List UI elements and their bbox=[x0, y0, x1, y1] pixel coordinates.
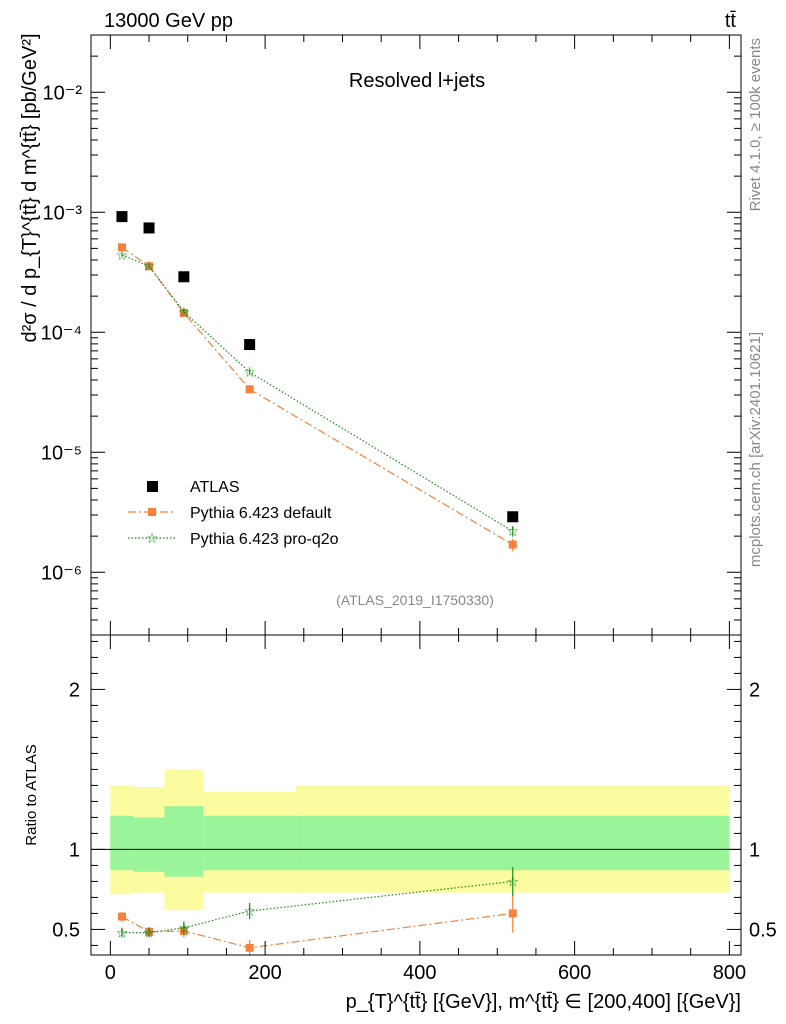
main-axis-ticks: 10⁻² 10⁻³ 10⁻⁴ 10⁻⁵ 10⁻⁶ bbox=[41, 34, 741, 636]
x-axis-label: p_{T}^{tt̄} [{GeV}], m^{tt̄} ∈ [200,400]… bbox=[346, 991, 741, 1013]
ratio-point-default bbox=[245, 943, 254, 952]
x-tick-label: 0 bbox=[105, 962, 116, 984]
main-series-line-default bbox=[121, 246, 514, 546]
analysis-watermark: (ATLAS_2019_I1750330) bbox=[336, 592, 494, 608]
x-tick-label: 200 bbox=[248, 962, 281, 984]
main-series-line-proq2o bbox=[121, 254, 514, 532]
main-point-proq2o: ☆ bbox=[178, 304, 191, 320]
uncertainty-band-inner bbox=[203, 815, 297, 871]
uncertainty-band-inner bbox=[296, 815, 730, 871]
ratio-y-axis-label: Ratio to ATLAS bbox=[23, 744, 40, 845]
ratio-y-tick-label-left: 2 bbox=[69, 679, 80, 701]
atlas-data-point bbox=[143, 222, 155, 234]
x-tick-label: 800 bbox=[713, 962, 746, 984]
legend-label-proq2o: Pythia 6.423 pro-q2o bbox=[190, 531, 339, 548]
legend-label-atlas: ATLAS bbox=[190, 479, 240, 496]
ratio-y-tick-label-left: 0.5 bbox=[52, 919, 80, 941]
main-panel: ☆ ☆ ☆ ☆ ☆ 10⁻² 10⁻³ 10⁻⁴ 10⁻⁵ 10⁻⁶ Resolved l+je… bbox=[19, 33, 742, 636]
main-plot-area: ☆ ☆ ☆ ☆ ☆ bbox=[116, 211, 519, 552]
main-y-tick-label: 10⁻² bbox=[43, 82, 83, 104]
main-y-tick-label: 10⁻⁴ bbox=[41, 322, 82, 344]
main-point-proq2o: ☆ bbox=[143, 258, 156, 274]
ratio-y-tick-label-right: 0.5 bbox=[749, 919, 777, 941]
main-point-proq2o: ☆ bbox=[116, 247, 129, 263]
atlas-data-point bbox=[507, 511, 519, 523]
atlas-data-point bbox=[244, 339, 256, 351]
ratio-point-default bbox=[508, 909, 517, 918]
ratio-point-proq2o: ☆ bbox=[506, 873, 519, 889]
ratio-point-proq2o: ☆ bbox=[243, 903, 256, 919]
atlas-data-point bbox=[178, 271, 190, 283]
main-point-default bbox=[117, 243, 126, 252]
ratio-axis-ticks: 0.5 0.5 1 1 2 2 0 200 400 600 800 bbox=[52, 635, 777, 984]
ratio-y-tick-label-left: 1 bbox=[69, 839, 80, 861]
x-tick-label: 600 bbox=[558, 962, 591, 984]
ratio-frame bbox=[90, 634, 742, 956]
main-y-axis-label: d²σ / d p_{T}^{tt̄} d m^{tt̄} [pb/GeV²] bbox=[19, 33, 41, 342]
main-y-tick-label: 10⁻⁶ bbox=[41, 562, 82, 584]
main-frame bbox=[90, 34, 742, 636]
header-energy-label: 13000 GeV pp bbox=[104, 10, 233, 32]
main-y-tick-label: 10⁻³ bbox=[43, 202, 83, 224]
x-tick-label: 400 bbox=[403, 962, 436, 984]
ratio-plot-area: ☆ ☆ ☆ ☆ ☆ bbox=[91, 769, 741, 956]
ratio-panel: ☆ ☆ ☆ ☆ ☆ 0.5 0.5 1 1 2 2 0 200 400 600 800 Ratio to A… bbox=[23, 634, 777, 1013]
main-point-default bbox=[508, 540, 517, 549]
main-y-tick-label: 10⁻⁵ bbox=[41, 442, 82, 464]
ratio-y-tick-label-right: 1 bbox=[749, 839, 760, 861]
rivet-version-label: Rivet 4.1.0, ≥ 100k events bbox=[747, 38, 764, 211]
ratio-point-proq2o: ☆ bbox=[116, 925, 129, 941]
uncertainty-band-inner bbox=[133, 817, 165, 872]
legend-marker-proq2o: ☆ bbox=[146, 530, 159, 546]
uncertainty-band-inner bbox=[164, 806, 204, 877]
legend-marker-default bbox=[148, 508, 156, 516]
ratio-point-proq2o: ☆ bbox=[178, 920, 191, 936]
legend-marker-atlas bbox=[147, 481, 158, 492]
main-point-proq2o: ☆ bbox=[506, 523, 519, 539]
atlas-data-point bbox=[116, 211, 128, 223]
ratio-point-proq2o: ☆ bbox=[143, 925, 156, 941]
plot-title: Resolved l+jets bbox=[349, 70, 485, 92]
ratio-point-default bbox=[117, 912, 126, 921]
uncertainty-band-inner bbox=[110, 815, 134, 871]
main-point-proq2o: ☆ bbox=[243, 364, 256, 380]
legend: ATLAS Pythia 6.423 default ☆ Pythia 6.42… bbox=[128, 479, 339, 548]
legend-label-default: Pythia 6.423 default bbox=[190, 505, 332, 522]
ratio-series-line-proq2o bbox=[122, 880, 513, 934]
mcplots-label: mcplots.cern.ch [arXiv:2401.10621] bbox=[747, 332, 764, 567]
ratio-y-tick-label-right: 2 bbox=[749, 679, 760, 701]
header-process-label: tt̄ bbox=[725, 10, 737, 32]
main-point-default bbox=[245, 385, 254, 394]
